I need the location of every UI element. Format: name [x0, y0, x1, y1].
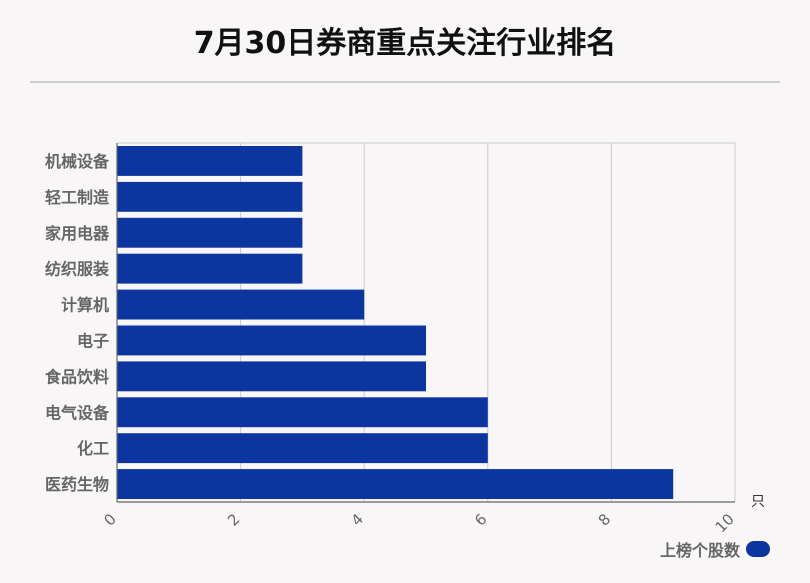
legend-label: 上榜个股数 — [659, 541, 740, 560]
x-tick-label: 0 — [100, 510, 119, 529]
chart-title: 7月30日券商重点关注行业排名 — [193, 26, 617, 61]
bar — [117, 433, 488, 464]
category-label: 电气设备 — [45, 403, 110, 422]
legend-swatch — [746, 541, 770, 557]
bar — [117, 181, 303, 212]
x-tick-label: 8 — [595, 510, 614, 529]
category-label: 医药生物 — [45, 475, 109, 494]
bar — [117, 217, 303, 248]
category-label: 机械设备 — [45, 152, 110, 171]
category-label: 纺织服装 — [45, 260, 109, 279]
category-label: 食品饮料 — [44, 367, 109, 386]
x-tick-label: 10 — [712, 510, 738, 536]
bar — [117, 146, 303, 176]
x-tick-label: 6 — [471, 510, 490, 529]
bar — [117, 469, 674, 499]
bar — [117, 397, 488, 428]
title-divider — [30, 81, 780, 83]
category-label: 轻工制造 — [45, 188, 110, 207]
x-tick-label: 2 — [224, 510, 243, 529]
bar — [117, 289, 365, 320]
category-label: 化工 — [77, 439, 109, 458]
bar — [117, 361, 426, 392]
category-label: 电子 — [77, 331, 109, 350]
bar — [117, 253, 303, 284]
axis-unit-label: 只 — [751, 494, 765, 510]
x-tick-label: 4 — [348, 510, 367, 529]
bar — [117, 325, 426, 356]
category-label: 家用电器 — [45, 224, 110, 243]
legend[interactable]: 上榜个股数 — [660, 537, 770, 561]
category-label: 计算机 — [61, 296, 109, 315]
